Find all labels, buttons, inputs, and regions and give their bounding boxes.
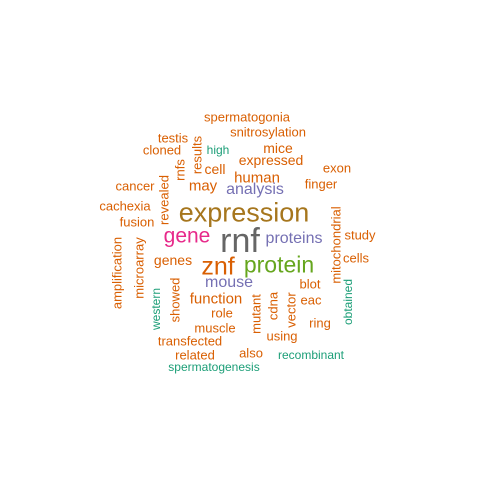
word-gene: gene — [163, 224, 211, 248]
word-expressed: expressed — [238, 152, 304, 168]
word-finger: finger — [304, 176, 338, 192]
word-snitrosylation: snitrosylation — [230, 124, 306, 140]
word-microarray: microarray — [131, 237, 147, 299]
word-expression: expression — [178, 197, 310, 228]
word-cloned: cloned — [142, 142, 182, 158]
word-related: related — [175, 347, 215, 363]
word-vector: vector — [283, 292, 299, 328]
word-protein: protein — [243, 251, 315, 278]
word-spermatogenesis: spermatogenesis — [168, 360, 260, 374]
word-cells: cells — [342, 250, 370, 266]
word-study: study — [344, 227, 376, 243]
word-fusion: fusion — [119, 214, 155, 230]
word-znf: znf — [201, 252, 235, 281]
word-genes: genes — [153, 252, 193, 268]
word-spermatogonia: spermatogonia — [204, 109, 290, 125]
word-ring: ring — [309, 315, 331, 331]
word-analysis: analysis — [226, 181, 284, 198]
word-rnf: rnf — [220, 222, 260, 260]
word-high: high — [206, 143, 230, 157]
word-role: role — [211, 305, 233, 321]
word-may: may — [188, 177, 218, 195]
word-results: results — [189, 135, 205, 175]
word-cell: cell — [204, 161, 226, 177]
word-showed: showed — [167, 277, 183, 323]
word-cdna: cdna — [265, 291, 281, 321]
word-mutant: mutant — [248, 294, 264, 334]
word-proteins: proteins — [265, 230, 323, 247]
word-revealed: revealed — [156, 175, 172, 225]
word-mouse: mouse — [204, 274, 254, 291]
word-using: using — [266, 328, 298, 344]
word-human: human — [234, 169, 280, 187]
word-mitochondrial: mitochondrial — [328, 206, 344, 284]
word-cancer: cancer — [115, 178, 155, 194]
word-testis: testis — [157, 130, 189, 146]
word-blot: blot — [299, 276, 321, 292]
word-transfected: transfected — [157, 333, 223, 349]
word-obtained: obtained — [341, 278, 355, 326]
word-rnfs: rnfs — [172, 159, 188, 181]
word-amplification: amplification — [109, 236, 125, 310]
word-mice: mice — [263, 140, 293, 156]
word-cachexia: cachexia — [99, 198, 151, 214]
word-western: western — [149, 287, 163, 331]
word-muscle: muscle — [194, 320, 236, 336]
word-recombinant: recombinant — [277, 348, 345, 362]
word-eac: eac — [300, 292, 322, 308]
word-also: also — [239, 345, 263, 361]
word-function: function — [189, 290, 243, 308]
word-exon: exon — [322, 160, 352, 176]
